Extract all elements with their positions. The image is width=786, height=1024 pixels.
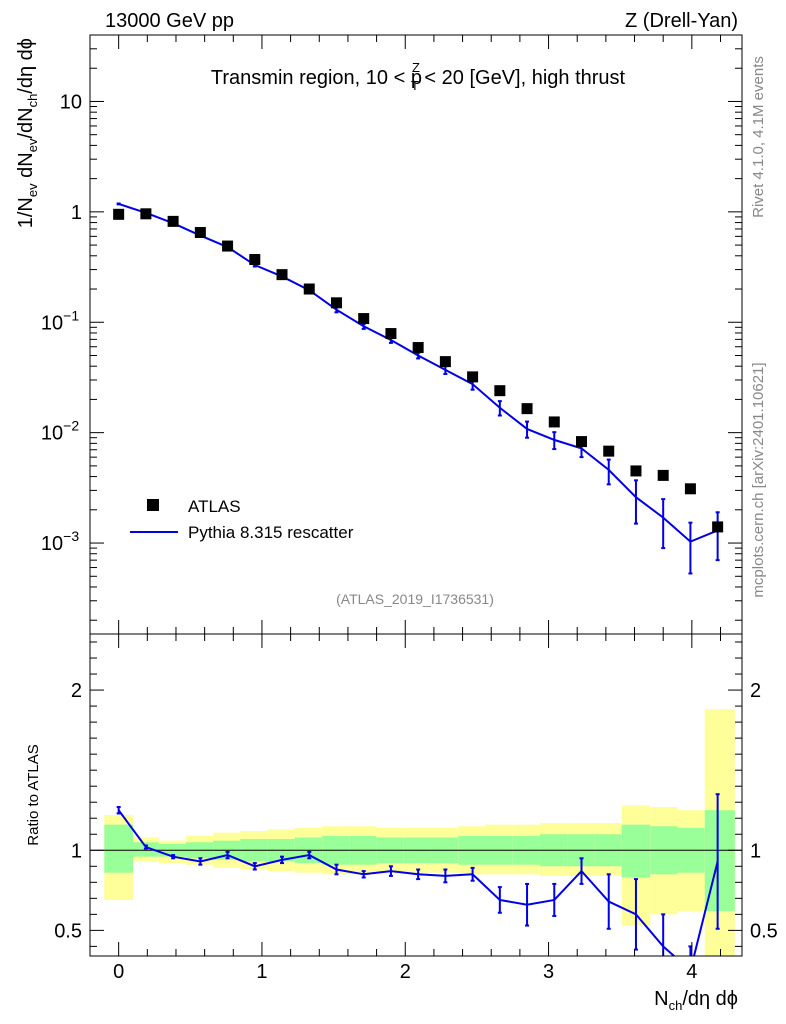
atlas-point xyxy=(576,436,588,448)
y-tick-label-main: 10−2 xyxy=(41,418,79,445)
ratio-xlabel: Nch/dη dϕ xyxy=(654,988,738,1013)
y-tick-label-ratio: 0.5 xyxy=(54,920,82,942)
atlas-point xyxy=(113,208,125,220)
atlas-point xyxy=(548,416,560,428)
atlas-point xyxy=(194,227,206,239)
y-tick-label-main: 10−3 xyxy=(41,528,79,555)
main-ylabel: 1/Nev dNev/dNch/dη dϕ xyxy=(15,38,40,228)
legend-label-atlas: ATLAS xyxy=(188,497,241,516)
atlas-point xyxy=(630,465,642,477)
y-tick-label-ratio: 2 xyxy=(71,680,82,702)
x-tick-label: 2 xyxy=(400,961,411,983)
atlas-point xyxy=(467,371,479,383)
atlas-point xyxy=(712,521,724,533)
atlas-point xyxy=(657,469,669,481)
y-tick-label-ratio: 1 xyxy=(71,840,82,862)
main-ticks: 10 1 10−1 10−2 10−3 xyxy=(41,34,742,634)
legend: ATLAS Pythia 8.315 rescatter xyxy=(130,497,354,542)
atlas-point xyxy=(684,483,696,495)
atlas-point xyxy=(412,342,424,354)
atlas-point xyxy=(167,215,179,227)
atlas-point xyxy=(249,254,261,266)
main-panel: 10 1 10−1 10−2 10−3 Transmin region, 10 < pZ… xyxy=(15,34,743,635)
ratio-ticks: 0.5 0.5 1 1 2 2 0 1 2 3 4 xyxy=(54,634,778,983)
atlas-point xyxy=(330,297,342,309)
atlas-point xyxy=(303,283,315,295)
y-tick-label-main: 10 xyxy=(60,91,82,113)
main-series-layer xyxy=(113,202,724,575)
ratio-series-layer xyxy=(116,793,720,956)
header-right: Z (Drell-Yan) xyxy=(625,10,738,32)
mcplots-label: mcplots.cern.ch [arXiv:2401.10621] xyxy=(750,362,767,597)
y-tick-label-ratio-right: 2 xyxy=(750,680,761,702)
atlas-point xyxy=(385,328,397,340)
atlas-point xyxy=(222,240,234,252)
atlas-point xyxy=(603,445,615,457)
analysis-id: (ATLAS_2019_I1736531) xyxy=(336,591,494,607)
ratio-frame xyxy=(89,633,743,957)
legend-label-mc: Pythia 8.315 rescatter xyxy=(188,523,354,542)
y-tick-label-main: 10−1 xyxy=(41,307,79,334)
x-tick-label: 0 xyxy=(113,961,124,983)
rivet-label: Rivet 4.1.0, 4.1M events xyxy=(750,56,767,218)
legend-marker-atlas xyxy=(147,499,159,511)
atlas-point xyxy=(358,313,370,325)
ratio-band-green xyxy=(104,824,133,873)
atlas-point xyxy=(521,403,533,415)
x-tick-label: 4 xyxy=(686,961,697,983)
x-tick-label: 3 xyxy=(543,961,554,983)
atlas-point xyxy=(140,208,152,220)
main-title: Transmin region, 10 < pZ T < 20 [GeV], hi… xyxy=(211,60,626,93)
y-tick-label-ratio-right: 1 xyxy=(750,840,761,862)
mc-line xyxy=(118,202,719,543)
y-tick-label-main: 1 xyxy=(71,202,82,224)
atlas-point xyxy=(439,356,451,368)
ratio-ylabel: Ratio to ATLAS xyxy=(25,744,42,845)
ratio-series-group xyxy=(116,793,720,956)
atlas-point xyxy=(494,385,506,397)
atlas-point xyxy=(276,269,288,281)
ratio-panel: 0.5 0.5 1 1 2 2 0 1 2 3 4 Ratio to ATLAS Nch/dη dϕ xyxy=(25,633,778,1013)
header-left: 13000 GeV pp xyxy=(105,10,234,32)
main-frame xyxy=(89,34,743,635)
x-tick-label: 1 xyxy=(256,961,267,983)
y-tick-label-ratio-right: 0.5 xyxy=(750,920,778,942)
ratio-band-green xyxy=(621,824,651,878)
